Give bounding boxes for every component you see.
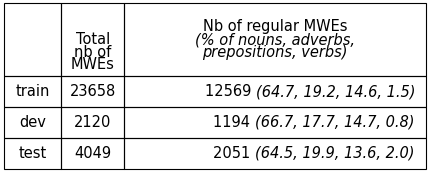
Text: 12569: 12569 [205,84,256,99]
Text: prepositions, verbs): prepositions, verbs) [202,45,348,60]
Text: nb of: nb of [74,45,111,60]
Text: (66.7, 17.7, 14.7, 0.8): (66.7, 17.7, 14.7, 0.8) [255,115,415,130]
Bar [61,76,124,107]
Bar [124,3,426,76]
Bar [124,76,426,107]
Text: 4049: 4049 [74,146,111,161]
Text: 1194: 1194 [213,115,255,130]
Bar [4,3,61,76]
Bar [61,107,124,138]
Text: dev: dev [19,115,46,130]
Bar [4,76,61,107]
Bar [124,107,426,138]
Bar [61,3,124,76]
Text: (% of nouns, adverbs,: (% of nouns, adverbs, [195,32,355,47]
Text: Nb of regular MWEs: Nb of regular MWEs [203,19,347,34]
Bar [61,138,124,169]
Bar [4,107,61,138]
Bar [124,138,426,169]
Text: train: train [15,84,50,99]
Text: test: test [18,146,47,161]
Text: Total: Total [76,32,110,47]
Text: (64.7, 19.2, 14.6, 1.5): (64.7, 19.2, 14.6, 1.5) [256,84,415,99]
Text: (64.5, 19.9, 13.6, 2.0): (64.5, 19.9, 13.6, 2.0) [255,146,415,161]
Bar [4,138,61,169]
Text: 2051: 2051 [213,146,255,161]
Text: MWEs: MWEs [71,57,115,72]
Text: 23658: 23658 [70,84,116,99]
Text: 2120: 2120 [74,115,111,130]
